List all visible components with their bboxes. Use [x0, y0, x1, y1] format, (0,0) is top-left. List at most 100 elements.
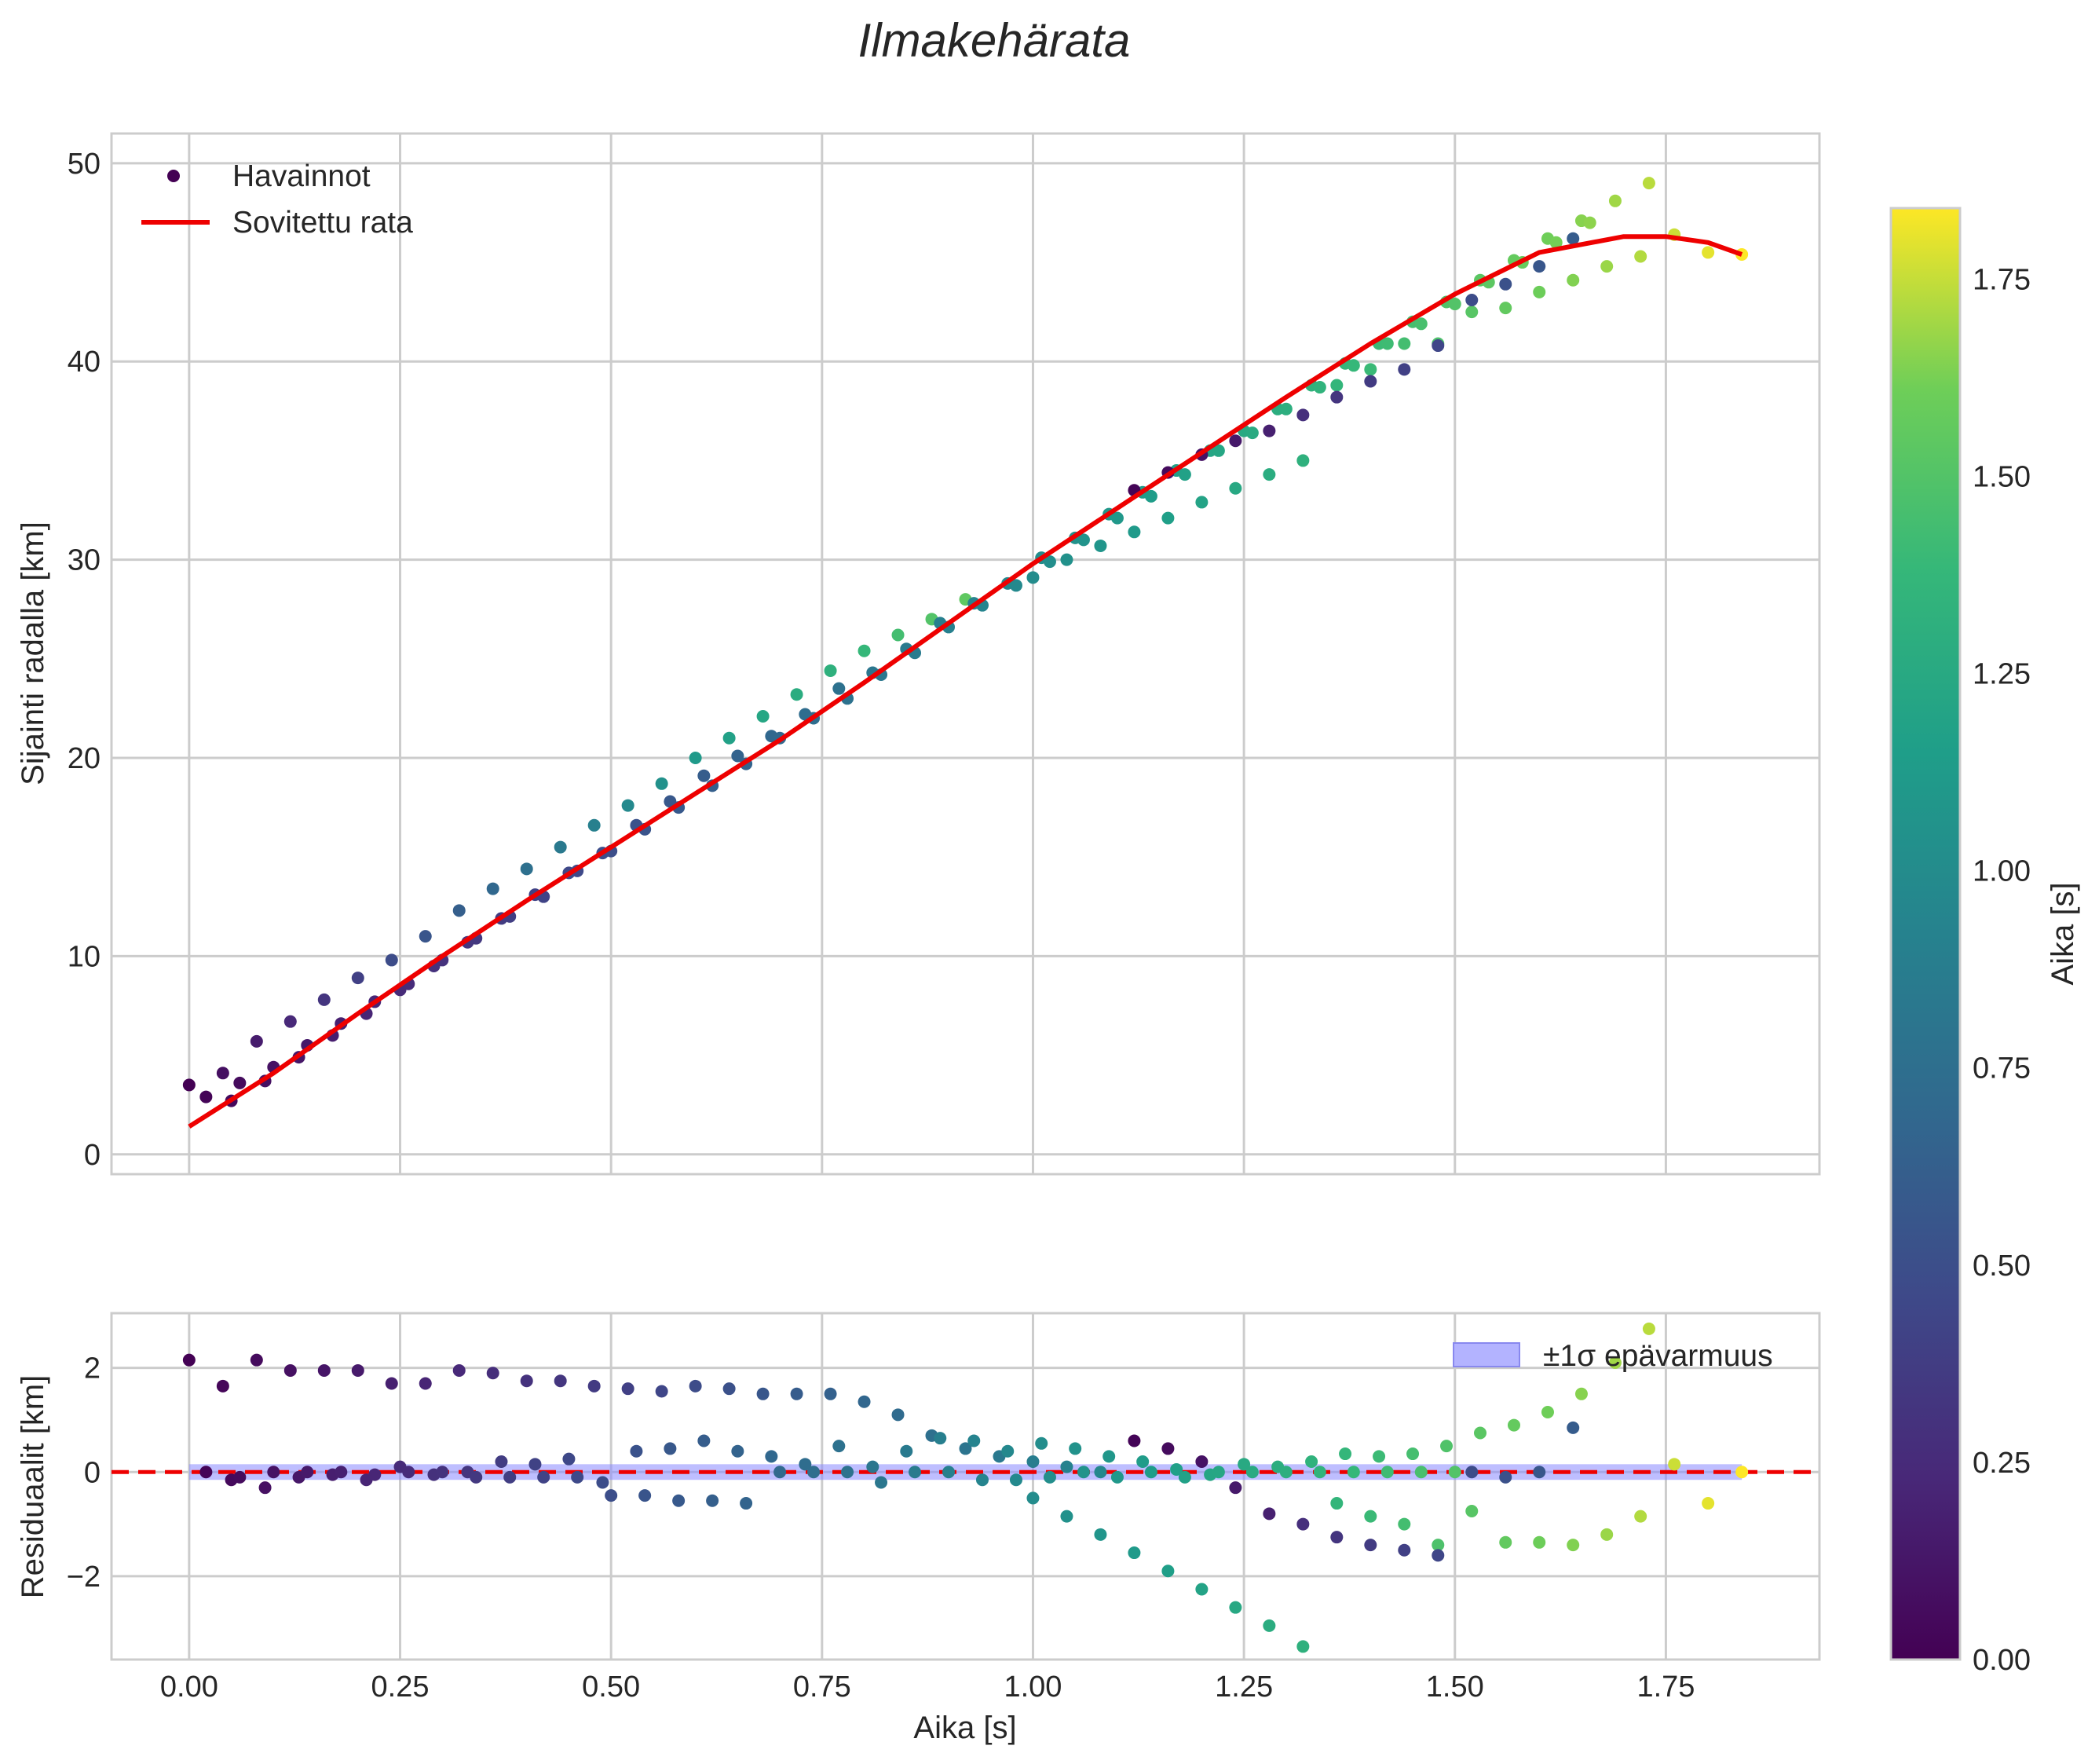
- observation-point: [756, 710, 770, 723]
- observation-point: [1212, 444, 1225, 457]
- residual-point: [1263, 1619, 1276, 1632]
- residual-point: [1035, 1436, 1048, 1450]
- main-y-tick-label: 10: [68, 940, 101, 973]
- x-tick-label: 0.75: [793, 1671, 851, 1704]
- residual-point: [199, 1466, 213, 1479]
- observation-point: [858, 644, 871, 657]
- residual-point: [1094, 1466, 1107, 1479]
- residual-point: [740, 1497, 753, 1510]
- observation-point: [655, 777, 668, 790]
- residual-point: [1642, 1322, 1655, 1335]
- residual-panel: −2 0 2 0.00 0.25 0.50 0.75 1.00 1.25 1.50 1.75 Re…: [16, 1312, 1821, 1745]
- main-legend: Havainnot Sovitettu rata: [141, 159, 413, 240]
- residual-point: [605, 1489, 618, 1502]
- observation-point: [1144, 489, 1157, 503]
- main-plot-area: [110, 132, 1821, 1176]
- residual-point: [1608, 1356, 1622, 1369]
- legend-label-fitted-path: Sovitettu rata: [232, 206, 413, 240]
- residual-point: [799, 1458, 812, 1471]
- residual-point: [832, 1440, 846, 1453]
- observation-point: [1347, 359, 1360, 372]
- residual-point: [1238, 1458, 1251, 1471]
- observation-point: [1330, 390, 1344, 404]
- residual-point: [722, 1382, 736, 1396]
- residual-point: [419, 1377, 432, 1390]
- main-panel: 0 10 20 30 40 50 Sijainti radalla [km] Havain…: [16, 132, 1821, 1176]
- residual-point: [824, 1387, 837, 1400]
- residual-point: [1060, 1510, 1073, 1523]
- residual-point: [1026, 1491, 1040, 1505]
- x-tick-label: 1.00: [1004, 1671, 1062, 1704]
- observation-point: [452, 904, 466, 917]
- residual-point: [1103, 1450, 1116, 1463]
- residual-x-tick-labels: 0.00 0.25 0.50 0.75 1.00 1.25 1.50 1.75: [160, 1671, 1695, 1704]
- observation-point: [1499, 302, 1512, 315]
- residual-point: [470, 1470, 483, 1484]
- residual-y-tick-label: −2: [67, 1561, 101, 1594]
- residual-point: [1414, 1466, 1428, 1479]
- residual-point: [1195, 1455, 1209, 1468]
- observation-point: [419, 930, 432, 943]
- residual-point: [1043, 1470, 1056, 1484]
- x-tick-label: 1.25: [1215, 1671, 1273, 1704]
- observation-point: [520, 862, 533, 876]
- residual-gridlines: [112, 1313, 1819, 1660]
- residual-point: [765, 1450, 778, 1463]
- observation-point: [621, 799, 634, 812]
- residual-point: [495, 1455, 508, 1468]
- observation-point: [199, 1090, 213, 1103]
- residual-y-tick-label: 0: [84, 1456, 101, 1489]
- residual-point: [1406, 1447, 1420, 1461]
- residual-point: [891, 1408, 905, 1422]
- observation-point: [1043, 555, 1056, 569]
- residual-point: [436, 1466, 449, 1479]
- residual-y-tick-labels: −2 0 2: [67, 1352, 101, 1594]
- residual-point: [1499, 1470, 1512, 1484]
- x-tick-label: 0.00: [160, 1671, 218, 1704]
- colorbar-tick-label: 0.00: [1973, 1644, 2031, 1677]
- observation-point: [182, 1078, 196, 1092]
- residual-point: [258, 1481, 272, 1495]
- observation-point: [1195, 496, 1209, 509]
- observation-point: [1245, 426, 1259, 440]
- x-tick-label: 1.50: [1426, 1671, 1484, 1704]
- residual-point: [1668, 1458, 1681, 1471]
- residual-point: [1128, 1546, 1141, 1560]
- residual-point: [452, 1363, 466, 1377]
- residual-legend: ±1σ epävarmuus: [1453, 1339, 1773, 1373]
- legend-label-uncertainty: ±1σ epävarmuus: [1543, 1339, 1773, 1373]
- residual-point: [1001, 1444, 1015, 1458]
- observation-point: [689, 752, 702, 764]
- residual-point: [697, 1434, 711, 1447]
- residual-point: [1128, 1434, 1141, 1447]
- main-y-tick-label: 0: [84, 1139, 101, 1172]
- observation-point: [1414, 317, 1428, 331]
- residual-point: [1178, 1470, 1191, 1484]
- residual-point: [655, 1385, 668, 1398]
- observation-point: [250, 1034, 263, 1048]
- observation-point: [1642, 177, 1655, 190]
- residual-point: [621, 1382, 634, 1396]
- x-axis-label: Aika [s]: [913, 1711, 1016, 1745]
- residual-point: [967, 1434, 981, 1447]
- observation-point: [1094, 539, 1107, 552]
- observation-point: [216, 1067, 229, 1080]
- residual-point: [1574, 1387, 1588, 1400]
- observation-point: [486, 882, 499, 895]
- observation-point: [1296, 454, 1310, 467]
- residual-point: [773, 1466, 787, 1479]
- observation-point: [1026, 571, 1040, 584]
- residual-point: [402, 1466, 415, 1479]
- residual-point: [1347, 1466, 1360, 1479]
- residual-point: [537, 1470, 550, 1484]
- residual-point: [1380, 1466, 1394, 1479]
- residual-point: [1296, 1517, 1310, 1531]
- residual-point: [756, 1387, 770, 1400]
- residual-point: [934, 1432, 947, 1445]
- residual-point: [1398, 1517, 1411, 1531]
- observation-point: [587, 818, 601, 832]
- observation-point: [824, 664, 837, 677]
- residual-point: [1702, 1497, 1715, 1510]
- residual-point: [1195, 1583, 1209, 1596]
